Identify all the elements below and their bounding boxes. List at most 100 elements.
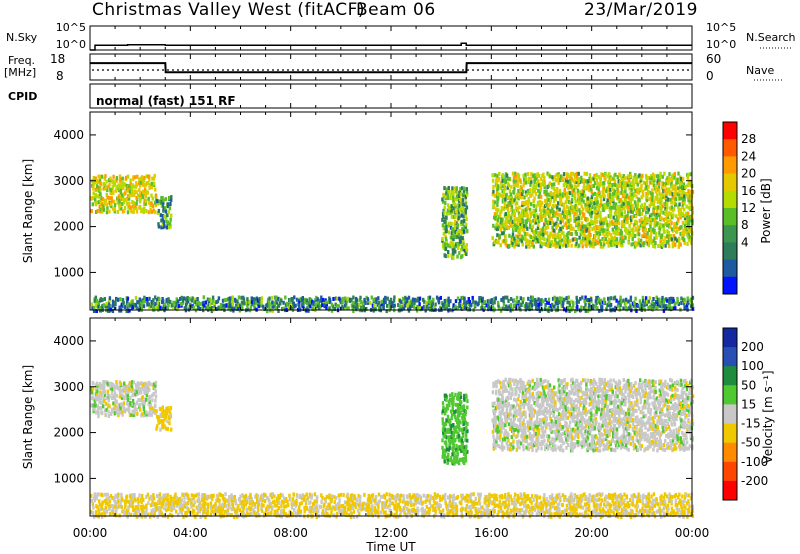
power-cell	[565, 183, 569, 188]
power-cell	[518, 237, 522, 242]
power-cell	[568, 174, 572, 179]
velocity-cell	[135, 389, 138, 394]
power-cell	[638, 187, 642, 192]
velocity-cell	[493, 382, 497, 387]
power-cell	[580, 175, 583, 180]
velocity-cell	[527, 396, 531, 401]
power-cell	[527, 176, 531, 181]
power-cell	[148, 174, 151, 179]
power-cell	[681, 212, 684, 216]
power-cell	[465, 190, 469, 194]
power-cell	[513, 236, 516, 241]
velocity-cell	[93, 399, 97, 404]
power-cell	[569, 223, 573, 228]
power-cell	[632, 186, 635, 191]
velocity-cell	[498, 402, 501, 407]
velocity-cell	[568, 434, 571, 439]
power-cell	[461, 227, 464, 231]
power-cell	[668, 244, 671, 249]
velocity-cell	[130, 412, 133, 417]
velocity-cell	[580, 427, 583, 432]
power-cell	[262, 304, 265, 309]
power-cell	[580, 221, 584, 226]
power-cell	[554, 203, 558, 208]
power-cell	[522, 173, 525, 178]
power-cell	[678, 211, 681, 216]
velocity-cell	[531, 448, 534, 452]
power-cell	[662, 308, 666, 313]
power-cell	[152, 208, 155, 213]
power-cell	[549, 221, 552, 225]
power-cell	[161, 217, 165, 222]
power-cell	[445, 239, 448, 243]
velocity-cell	[149, 408, 152, 413]
velocity-cell	[583, 431, 586, 436]
power-cell	[672, 234, 675, 238]
power-cell	[319, 304, 322, 309]
power-cell	[521, 224, 524, 229]
power-cell	[615, 298, 618, 303]
velocity-cell	[154, 389, 157, 394]
velocity-cell	[140, 381, 143, 386]
power-cell	[654, 241, 657, 245]
power-cell	[132, 184, 135, 189]
range-tick-label: 4000	[53, 128, 84, 142]
power-cell	[160, 199, 163, 204]
velocity-cell	[99, 390, 102, 395]
power-cell	[529, 225, 532, 230]
freq-tick-low: 8	[56, 69, 64, 83]
velocity-cell	[541, 425, 545, 430]
velocity-cell	[529, 386, 532, 391]
power-cell	[143, 198, 146, 203]
power-cell	[499, 227, 503, 232]
velocity-cell	[145, 412, 148, 417]
power-cell	[620, 189, 624, 194]
power-cell	[139, 183, 142, 188]
power-cell	[200, 301, 203, 306]
power-cell	[175, 297, 178, 302]
power-cell	[640, 211, 644, 216]
power-cell	[628, 215, 631, 220]
velocity-cell	[547, 409, 551, 414]
colorbar-tick-label: 12	[741, 201, 756, 215]
power-cell	[582, 306, 586, 311]
velocity-cell	[558, 383, 561, 388]
power-cell	[457, 211, 461, 216]
power-cell	[325, 300, 328, 305]
power-cell	[504, 197, 507, 202]
power-cell	[577, 218, 581, 223]
power-cell	[590, 207, 593, 211]
velocity-cell	[535, 382, 538, 387]
power-cell	[101, 197, 105, 202]
power-cell	[632, 300, 636, 305]
power-cell	[463, 218, 466, 223]
power-cell	[638, 232, 641, 237]
power-cell	[302, 298, 305, 303]
power-cell	[350, 297, 353, 302]
power-cell	[219, 303, 223, 307]
velocity-cell	[563, 396, 566, 401]
power-cell	[565, 225, 569, 230]
velocity-cell	[152, 392, 155, 396]
power-cell	[512, 182, 516, 187]
velocity-cell	[542, 417, 545, 422]
power-cell	[234, 303, 238, 308]
velocity-cell	[522, 443, 525, 448]
velocity-cell	[536, 400, 539, 405]
velocity-cell	[142, 407, 146, 412]
power-cell	[179, 297, 182, 301]
power-cell	[552, 228, 556, 233]
power-cell	[522, 201, 526, 205]
power-cell	[567, 295, 570, 300]
power-cell	[454, 304, 457, 309]
power-cell	[493, 212, 497, 217]
power-cell	[164, 206, 167, 211]
velocity-cell	[454, 402, 458, 407]
power-cell	[602, 188, 605, 193]
power-cell	[90, 209, 93, 213]
power-cell	[169, 299, 172, 304]
velocity-cell	[507, 383, 511, 388]
power-cell	[95, 184, 99, 189]
power-cell	[157, 208, 161, 213]
velocity-cell	[574, 391, 577, 396]
